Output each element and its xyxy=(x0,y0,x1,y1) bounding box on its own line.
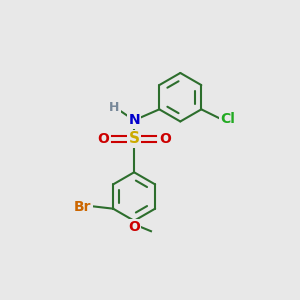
Text: Cl: Cl xyxy=(221,112,236,126)
Text: N: N xyxy=(128,113,140,127)
Text: O: O xyxy=(128,220,140,234)
Text: Br: Br xyxy=(74,200,92,214)
Text: O: O xyxy=(97,132,109,146)
Text: O: O xyxy=(159,132,171,146)
Text: H: H xyxy=(109,101,120,114)
Text: S: S xyxy=(129,131,140,146)
